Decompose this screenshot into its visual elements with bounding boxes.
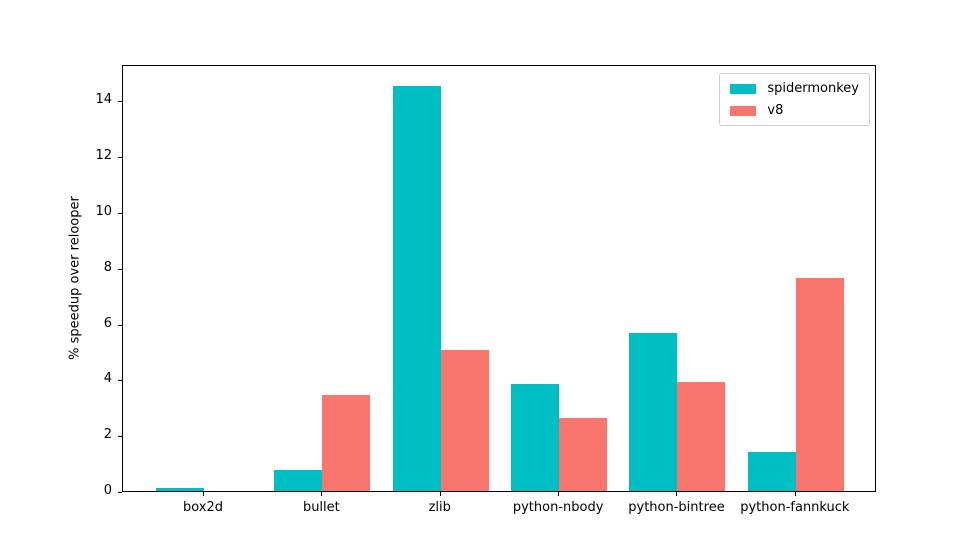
bar-spidermonkey-python-bintree — [629, 333, 678, 491]
y-tick-mark — [118, 436, 122, 438]
x-tick-label-box2d: box2d — [182, 500, 223, 515]
x-tick-mark — [321, 492, 323, 496]
y-tick-label-6: 6 — [103, 315, 112, 331]
bar-spidermonkey-zlib — [392, 86, 441, 491]
bar-v8-python-bintree — [677, 382, 726, 491]
y-tick-label-12: 12 — [95, 148, 112, 164]
x-tick-mark — [558, 492, 560, 496]
y-tick-label-0: 0 — [103, 483, 112, 498]
x-tick-mark — [439, 492, 441, 496]
y-tick-label-14: 14 — [95, 92, 112, 108]
legend-label-v8: v8 — [767, 103, 784, 118]
x-tick-label-python-nbody: python-nbody — [512, 500, 604, 515]
bar-spidermonkey-box2d — [155, 488, 204, 491]
bar-spidermonkey-python-fannkuck — [747, 451, 796, 491]
y-tick-mark — [118, 212, 122, 214]
x-tick-mark — [202, 492, 204, 496]
bar-spidermonkey-python-nbody — [511, 383, 560, 491]
bar-v8-bullet — [322, 394, 371, 491]
y-tick-mark — [118, 101, 122, 103]
y-tick-label-10: 10 — [95, 203, 112, 219]
x-tick-label-python-bintree: python-bintree — [628, 500, 725, 515]
y-tick-label-4: 4 — [103, 371, 112, 387]
bar-v8-zlib — [440, 350, 489, 491]
x-tick-label-zlib: zlib — [428, 500, 451, 515]
plot-area: spidermonkey v8 — [122, 65, 876, 492]
y-tick-mark — [118, 380, 122, 382]
bar-v8-python-nbody — [559, 418, 608, 491]
bar-v8-python-fannkuck — [795, 277, 844, 491]
bars-layer — [123, 66, 875, 491]
y-tick-mark — [118, 492, 122, 493]
legend-swatch-spidermonkey — [730, 83, 757, 94]
legend-item-spidermonkey: spidermonkey — [730, 81, 859, 96]
x-tick-mark — [676, 492, 678, 496]
y-tick-mark — [118, 324, 122, 326]
y-tick-mark — [118, 157, 122, 159]
legend-item-v8: v8 — [730, 103, 859, 118]
bar-spidermonkey-bullet — [274, 470, 323, 491]
legend-swatch-v8 — [730, 105, 757, 116]
legend: spidermonkey v8 — [719, 73, 870, 126]
legend-label-spidermonkey: spidermonkey — [767, 81, 859, 96]
y-tick-label-8: 8 — [103, 259, 112, 275]
x-tick-mark — [794, 492, 796, 496]
y-tick-label-2: 2 — [103, 427, 112, 443]
y-tick-mark — [118, 268, 122, 270]
x-tick-label-python-fannkuck: python-fannkuck — [740, 500, 850, 515]
y-axis-label: % speedup over relooper — [67, 196, 83, 360]
x-tick-label-bullet: bullet — [302, 500, 340, 515]
